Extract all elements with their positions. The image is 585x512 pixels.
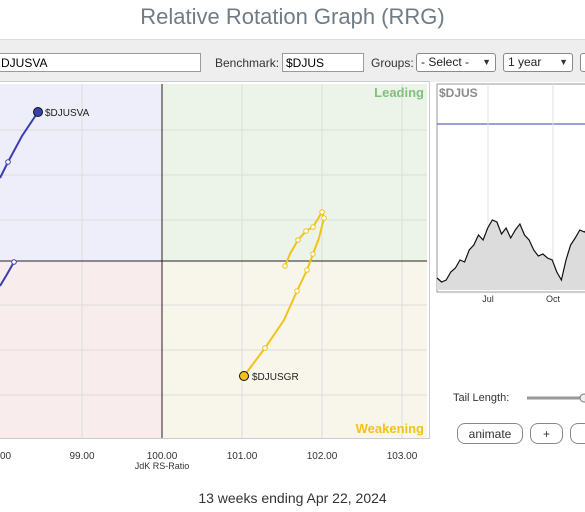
tail-length-label: Tail Length: xyxy=(453,392,510,404)
page-title: Relative Rotation Graph (RRG) xyxy=(140,4,445,29)
groups-label: Groups: xyxy=(371,56,414,70)
mini-chart-line xyxy=(436,219,585,283)
x-tick-label: 100.00 xyxy=(147,451,178,462)
chevron-down-icon: ▼ xyxy=(559,57,568,67)
mini-chart-symbol: $DJUS xyxy=(439,86,478,100)
mini-chart-area xyxy=(437,220,585,290)
djusva-head-marker[interactable] xyxy=(33,107,43,117)
x-tick-label: 99.00 xyxy=(69,451,94,462)
footer-caption: 13 weeks ending Apr 22, 2024 xyxy=(198,490,387,506)
x-tick-label: 102.00 xyxy=(307,451,338,462)
controls-bar: Benchmark: Groups: - Select - ▼ 1 year ▼ xyxy=(0,39,585,82)
groups-select[interactable]: - Select - ▼ xyxy=(416,53,496,72)
djusva-label: $DJUSVA xyxy=(45,108,90,119)
mini-x-tick-label: Oct xyxy=(546,294,561,304)
plus-button[interactable]: + xyxy=(530,423,563,444)
x-tick-label: 101.00 xyxy=(227,451,258,462)
tail-length-slider-handle[interactable] xyxy=(579,393,585,403)
chevron-down-icon: ▼ xyxy=(482,57,491,67)
leading-quadrant xyxy=(162,84,427,261)
series-djusva: $DJUSVA xyxy=(0,107,90,287)
djusgr-head-marker[interactable] xyxy=(239,371,249,381)
x-tick-label: 00 xyxy=(0,451,12,462)
period-select-value: 1 year xyxy=(508,55,542,69)
mini-chart: $DJUS Jul Oct xyxy=(436,83,585,304)
djusgr-label: $DJUSGR xyxy=(252,372,299,383)
more-select[interactable] xyxy=(580,53,585,72)
mini-x-tick-label: Jul xyxy=(482,294,494,304)
x-tick-labels: 00 99.00 100.00 101.00 102.00 103.00 JdK… xyxy=(0,451,418,471)
leading-label: Leading xyxy=(374,85,424,100)
next-button[interactable] xyxy=(570,423,585,444)
x-axis-label: JdK RS-Ratio xyxy=(135,461,190,471)
weakening-label: Weakening xyxy=(356,421,424,436)
benchmark-label: Benchmark: xyxy=(215,56,280,70)
period-select[interactable]: 1 year ▼ xyxy=(503,53,573,72)
series-djusgr: $DJUSGR xyxy=(239,209,327,383)
symbols-input[interactable] xyxy=(0,53,201,72)
groups-select-value: - Select - xyxy=(421,55,470,69)
benchmark-input[interactable] xyxy=(282,53,364,72)
animate-button[interactable]: animate xyxy=(457,423,523,444)
x-tick-label: 103.00 xyxy=(387,451,418,462)
improving-quadrant xyxy=(0,84,162,261)
